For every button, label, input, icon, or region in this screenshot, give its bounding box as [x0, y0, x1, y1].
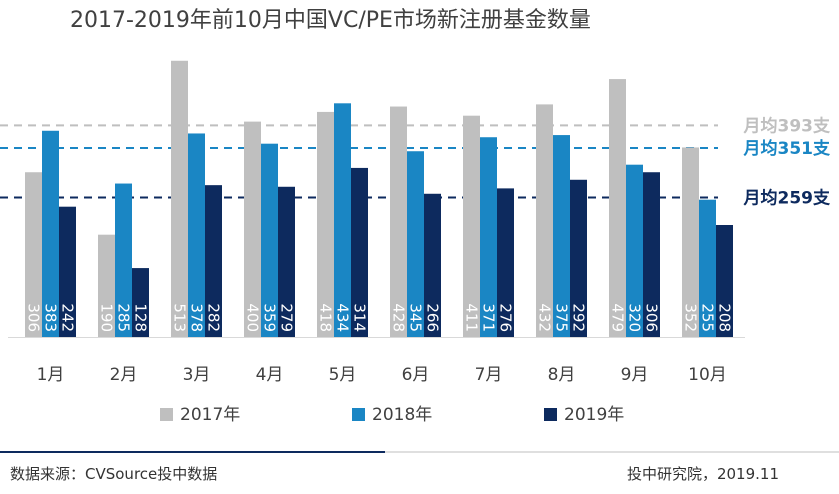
x-tick-label-1: 1月: [37, 365, 65, 385]
bar-2-5: [334, 103, 351, 337]
data-label-1-2: 190: [98, 303, 116, 332]
data-label-1-9: 479: [609, 303, 627, 332]
data-label-3-10: 208: [716, 303, 734, 332]
data-label-3-2: 128: [132, 303, 150, 332]
data-label-3-4: 279: [278, 303, 296, 332]
x-tick-label-7: 7月: [475, 365, 503, 385]
data-label-3-9: 306: [643, 303, 661, 332]
bar-1-8: [536, 104, 553, 337]
data-label-3-1: 242: [59, 303, 77, 332]
bar-3-3: [205, 185, 222, 337]
legend-swatch-2: [352, 408, 365, 421]
data-label-2-8: 375: [553, 303, 571, 332]
x-tick-label-9: 9月: [621, 365, 649, 385]
data-label-2-2: 285: [115, 303, 133, 332]
bar-3-4: [278, 186, 295, 337]
data-label-2-1: 383: [42, 303, 60, 332]
reference-label-2: 月均351支: [743, 138, 831, 159]
bar-2-4: [261, 143, 278, 337]
bar-2-8: [553, 135, 570, 337]
x-tick-label-3: 3月: [183, 365, 211, 385]
data-label-1-8: 432: [536, 303, 554, 332]
data-label-3-6: 266: [424, 303, 442, 332]
bar-2-7: [480, 137, 497, 337]
legend-label-3: 2019年: [564, 405, 624, 425]
bar-3-7: [497, 188, 514, 337]
bar-3-8: [570, 179, 587, 337]
data-label-2-7: 371: [480, 303, 498, 332]
data-label-1-3: 513: [171, 303, 189, 332]
data-label-2-9: 320: [626, 303, 644, 332]
data-label-1-4: 400: [244, 303, 262, 332]
data-label-2-3: 378: [188, 303, 206, 332]
data-label-1-5: 418: [317, 303, 335, 332]
data-label-3-7: 276: [497, 303, 515, 332]
data-label-2-5: 434: [334, 303, 352, 332]
data-label-1-10: 352: [682, 303, 700, 332]
bar-1-6: [390, 106, 407, 338]
bar-3-2: [132, 268, 149, 337]
reference-label-1: 月均393支: [743, 115, 831, 136]
legend-swatch-3: [544, 408, 557, 421]
bar-3-9: [643, 172, 660, 337]
bar-3-5: [351, 167, 368, 337]
bar-3-6: [424, 193, 441, 337]
source-note: 数据来源：CVSource投中数据: [10, 465, 218, 483]
data-label-3-3: 282: [205, 303, 223, 332]
bar-1-9: [609, 79, 626, 338]
data-label-1-6: 428: [390, 303, 408, 332]
x-tick-label-8: 8月: [548, 365, 576, 385]
bar-1-7: [463, 115, 480, 337]
bar-2-10: [699, 199, 716, 337]
data-label-2-4: 359: [261, 303, 279, 332]
x-tick-label-5: 5月: [329, 365, 357, 385]
data-label-1-7: 411: [463, 303, 481, 332]
legend-label-2: 2018年: [372, 405, 432, 425]
data-label-3-8: 292: [570, 303, 588, 332]
bar-1-10: [682, 147, 699, 337]
bar-2-1: [42, 130, 59, 337]
bar-1-1: [25, 172, 42, 337]
bar-2-2: [115, 183, 132, 337]
bar-2-6: [407, 151, 424, 337]
chart-title: 2017-2019年前10月中国VC/PE市场新注册基金数量: [70, 8, 591, 33]
data-label-2-10: 255: [699, 303, 717, 332]
legend-label-1: 2017年: [180, 405, 240, 425]
x-tick-label-10: 10月: [688, 365, 727, 385]
bar-1-2: [98, 234, 115, 337]
bar-3-10: [716, 225, 733, 337]
x-tick-label-4: 4月: [256, 365, 284, 385]
data-label-2-6: 345: [407, 303, 425, 332]
bar-2-3: [188, 133, 205, 337]
credit-note: 投中研究院，2019.11: [626, 465, 779, 483]
data-label-3-5: 314: [351, 303, 369, 332]
legend-swatch-1: [160, 408, 173, 421]
data-label-1-1: 306: [25, 303, 43, 332]
bar-1-4: [244, 121, 261, 337]
x-tick-label-2: 2月: [110, 365, 138, 385]
bar-1-3: [171, 60, 188, 338]
bar-1-5: [317, 111, 334, 337]
bar-2-9: [626, 164, 643, 337]
reference-label-3: 月均259支: [743, 188, 831, 209]
x-tick-label-6: 6月: [402, 365, 430, 385]
bar-3-1: [59, 206, 76, 337]
